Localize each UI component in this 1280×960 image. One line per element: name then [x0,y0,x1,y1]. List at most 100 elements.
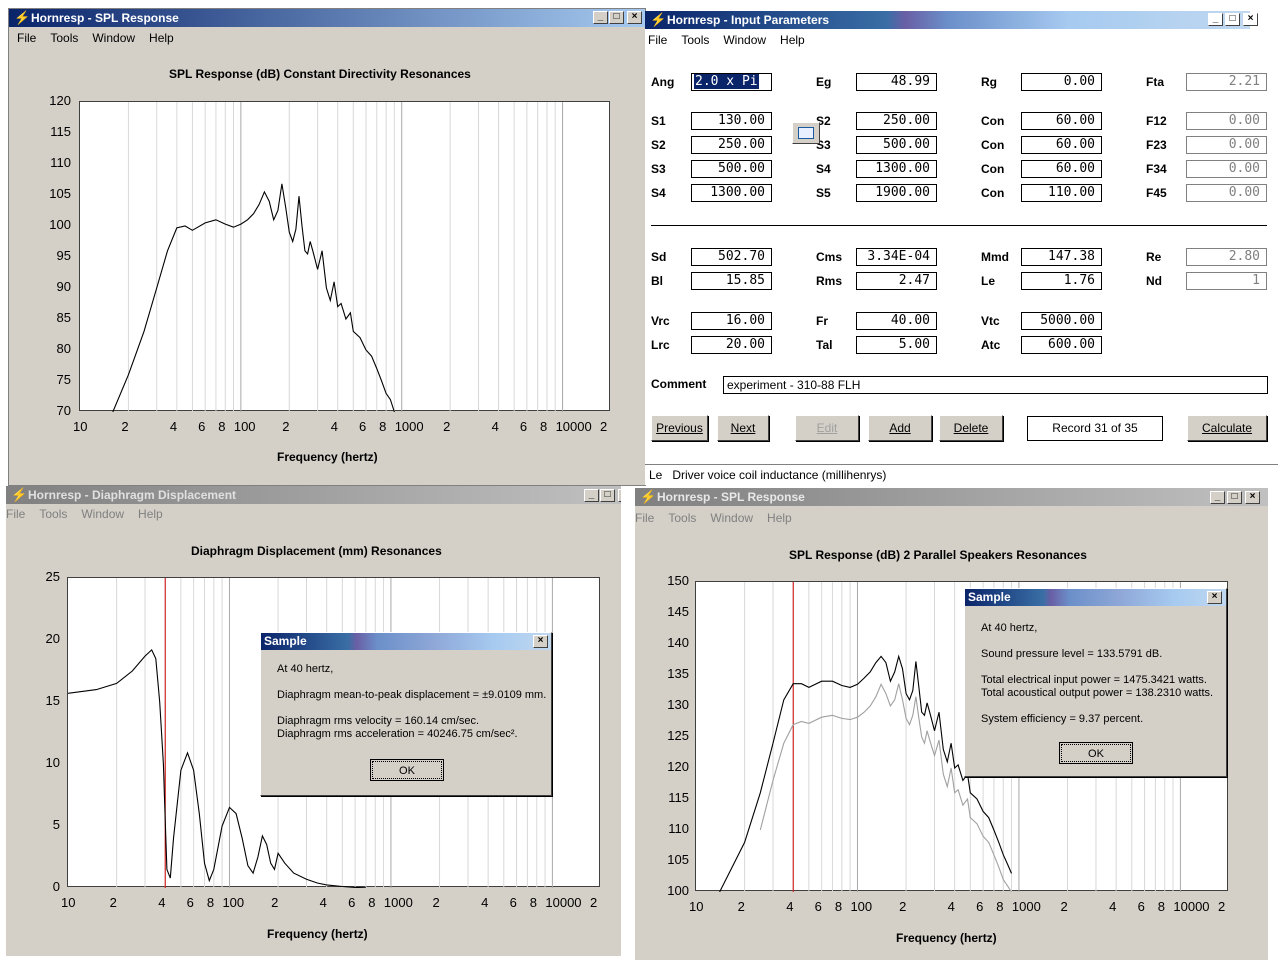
x-tick-label: 2 [282,419,290,434]
param-field[interactable]: 15.85 [691,272,772,290]
param-field[interactable]: 0.00 [1186,160,1267,178]
param-field[interactable]: 502.70 [691,248,772,266]
param-field[interactable]: 60.00 [1021,160,1102,178]
param-field[interactable]: 16.00 [691,312,772,330]
ok-button[interactable]: OK [1059,742,1133,764]
title-bar[interactable]: ⚡ Hornresp - Diaphragm Displacement [6,486,621,504]
param-field[interactable]: 0.00 [1186,184,1267,202]
add-button[interactable]: Add [868,415,932,441]
maximize-icon[interactable]: □ [600,489,615,502]
minimize-icon[interactable]: _ [593,11,608,24]
plot-area[interactable] [79,101,610,412]
param-field[interactable]: 20.00 [691,336,772,354]
param-field[interactable]: 3.34E-04 [856,248,937,266]
param-field[interactable]: 1900.00 [856,184,937,202]
menu-file[interactable]: File [6,507,26,521]
menu-bar: File Tools Window Help [9,29,180,47]
ok-label: OK [372,761,442,779]
maximize-icon[interactable]: □ [609,11,624,24]
menu-window[interactable]: Window [710,511,754,525]
title-bar[interactable]: ⚡ Hornresp - SPL Response [9,9,645,27]
dialog-close-icon[interactable]: × [533,635,548,648]
maximize-icon[interactable]: □ [1225,13,1240,26]
minimize-icon[interactable]: _ [1210,491,1225,504]
param-field[interactable]: 250.00 [691,136,772,154]
edit-tool-button[interactable] [792,122,820,144]
menu-help[interactable]: Help [780,33,805,47]
param-field[interactable]: 2.21 [1186,73,1267,91]
minimize-icon[interactable]: _ [1208,13,1223,26]
title-bar[interactable]: ⚡ Hornresp - Input Parameters [645,11,1250,29]
close-icon[interactable]: × [618,489,621,502]
menu-tools[interactable]: Tools [39,507,68,521]
param-field[interactable]: 110.00 [1021,184,1102,202]
menu-help[interactable]: Help [767,511,792,525]
y-tick-label: 20 [45,631,60,646]
ok-button[interactable]: OK [370,759,444,781]
param-field[interactable]: 2.0 x Pi [691,73,772,91]
param-field[interactable]: 0.00 [1021,73,1102,91]
menu-tools[interactable]: Tools [681,33,710,47]
menu-file[interactable]: File [635,511,655,525]
param-label: Mmd [981,250,1009,264]
x-tick-label: 100 [850,899,873,914]
param-field[interactable]: 130.00 [691,112,772,130]
maximize-icon[interactable]: □ [1227,491,1242,504]
menu-tools[interactable]: Tools [668,511,697,525]
menu-window[interactable]: Window [81,507,125,521]
menu-file[interactable]: File [648,33,668,47]
dialog-title-bar[interactable]: Sample [965,589,1226,606]
x-tick-label: 2 [899,899,907,914]
previous-button[interactable]: Previous [651,415,708,441]
param-field[interactable]: 60.00 [1021,112,1102,130]
param-field[interactable]: 40.00 [856,312,937,330]
menu-window[interactable]: Window [723,33,767,47]
x-tick-label: 2 [271,895,279,910]
menu-help[interactable]: Help [138,507,163,521]
param-label: Rg [981,75,997,89]
menu-file[interactable]: File [17,31,37,45]
param-field[interactable]: 1300.00 [691,184,772,202]
minimize-icon[interactable]: _ [584,489,599,502]
param-field[interactable]: 60.00 [1021,136,1102,154]
dialog-close-icon[interactable]: × [1207,591,1222,604]
dialog-title-bar[interactable]: Sample [261,633,551,650]
menu-window[interactable]: Window [92,31,136,45]
dialog-line: At 40 hertz, [277,663,334,675]
param-field[interactable]: 500.00 [856,136,937,154]
x-tick-label: 6 [348,895,356,910]
param-field[interactable]: 147.38 [1021,248,1102,266]
param-field[interactable]: 5.00 [856,336,937,354]
param-label: S4 [651,186,666,200]
menu-help[interactable]: Help [149,31,174,45]
close-icon[interactable]: × [1243,13,1258,26]
edit-button[interactable]: Edit [795,415,859,441]
param-label: Con [981,186,1005,200]
title-bar[interactable]: ⚡ Hornresp - SPL Response [635,488,1268,506]
y-tick-label: 110 [668,821,689,836]
param-field[interactable]: 0.00 [1186,136,1267,154]
param-field[interactable]: 250.00 [856,112,937,130]
x-tick-label: 4 [169,419,178,434]
param-field[interactable]: 1300.00 [856,160,937,178]
param-field[interactable]: 1.76 [1021,272,1102,290]
comment-input[interactable]: experiment - 310-88 FLH [723,376,1268,394]
plot-title: Diaphragm Displacement (mm) Resonances [191,544,442,558]
x-tick-label: 8 [539,419,548,434]
next-button[interactable]: Next [717,415,769,441]
param-field[interactable]: 0.00 [1186,112,1267,130]
close-icon[interactable]: × [627,11,642,24]
param-field[interactable]: 2.47 [856,272,937,290]
param-field[interactable]: 500.00 [691,160,772,178]
window-title: Hornresp - SPL Response [657,490,805,504]
param-field[interactable]: 1 [1186,272,1267,290]
param-field[interactable]: 2.80 [1186,248,1267,266]
param-field[interactable]: 48.99 [856,73,937,91]
param-label: Eg [816,75,832,89]
param-field[interactable]: 600.00 [1021,336,1102,354]
close-icon[interactable]: × [1245,491,1260,504]
delete-button[interactable]: Delete [939,415,1003,441]
param-field[interactable]: 5000.00 [1021,312,1102,330]
calculate-button[interactable]: Calculate [1187,415,1267,441]
menu-tools[interactable]: Tools [50,31,79,45]
